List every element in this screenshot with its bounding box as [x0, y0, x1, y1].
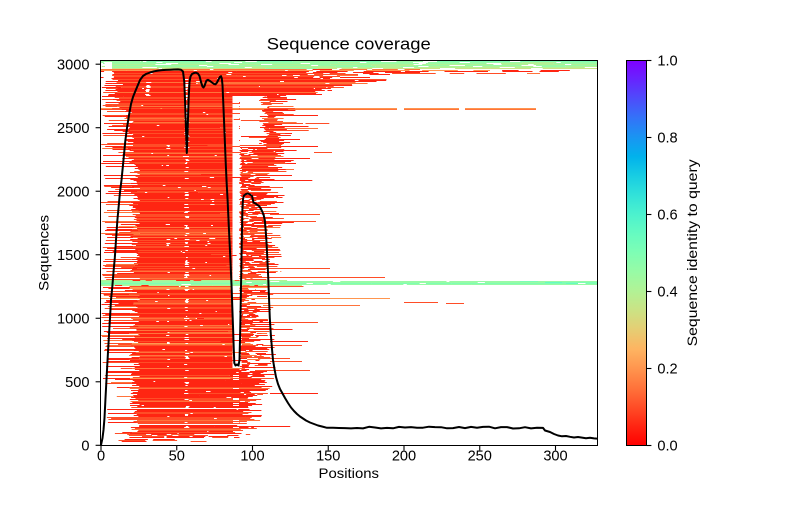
svg-text:0.6: 0.6 [657, 208, 677, 224]
svg-text:2500: 2500 [57, 121, 89, 137]
svg-text:Sequences: Sequences [35, 215, 51, 291]
svg-text:100: 100 [240, 449, 264, 465]
svg-text:0.2: 0.2 [657, 362, 677, 378]
svg-text:0: 0 [97, 449, 105, 465]
svg-text:1000: 1000 [57, 311, 89, 327]
svg-text:0.4: 0.4 [657, 285, 677, 301]
svg-text:2000: 2000 [57, 184, 89, 200]
svg-text:0.0: 0.0 [657, 439, 677, 455]
svg-text:150: 150 [316, 449, 340, 465]
svg-text:50: 50 [169, 449, 185, 465]
svg-text:Sequence coverage: Sequence coverage [267, 35, 431, 54]
svg-text:200: 200 [392, 449, 416, 465]
svg-text:500: 500 [65, 375, 89, 391]
svg-text:0: 0 [81, 438, 89, 454]
svg-text:0.8: 0.8 [657, 131, 677, 147]
svg-text:1500: 1500 [57, 248, 89, 264]
svg-text:Sequence identity to query: Sequence identity to query [684, 159, 700, 346]
svg-text:300: 300 [543, 449, 567, 465]
svg-text:250: 250 [468, 449, 492, 465]
svg-text:3000: 3000 [57, 57, 89, 73]
svg-text:1.0: 1.0 [657, 54, 677, 70]
svg-text:Positions: Positions [319, 465, 380, 481]
